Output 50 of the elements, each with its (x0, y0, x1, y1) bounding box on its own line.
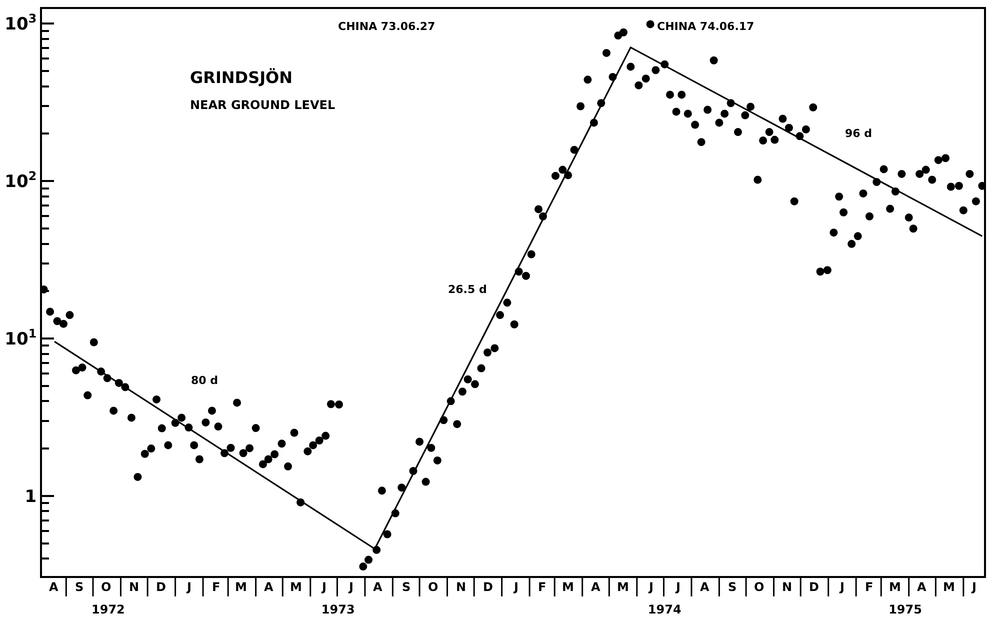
text: M (290, 580, 302, 594)
x-tick-label: 1972 (91, 602, 125, 616)
text: N (782, 580, 792, 594)
text: J (839, 580, 844, 594)
y-tick-label: 1 (24, 486, 37, 507)
text: J (348, 580, 354, 594)
text: J (675, 580, 680, 594)
text: M (235, 580, 247, 594)
text: J (186, 580, 192, 594)
text: A (591, 580, 601, 594)
annotation: CHINA 74.06.17 (657, 20, 754, 33)
text: S (75, 580, 84, 594)
text: N (456, 580, 466, 594)
y-tick-label: 10$^{1}$ (4, 326, 37, 350)
text: GRINDSJÖN (190, 68, 293, 87)
annotation: 96 d (845, 127, 872, 140)
x-tick-label: 1974 (648, 602, 682, 616)
annotation: CHINA 73.06.27 (338, 20, 436, 33)
text: A (264, 580, 274, 594)
text: A (373, 580, 383, 594)
text: M (943, 580, 955, 594)
text: O (428, 580, 438, 594)
text: S (402, 580, 411, 594)
text: S (728, 580, 737, 594)
y-tick-label: 10$^{2}$ (4, 168, 37, 192)
text: N (129, 580, 140, 594)
text: J (513, 580, 518, 594)
text: J (971, 580, 976, 594)
text: M (562, 580, 574, 594)
text: M (617, 580, 629, 594)
text: A (917, 580, 927, 594)
text: F (865, 580, 874, 594)
text: O (101, 580, 112, 594)
text: D (483, 580, 493, 594)
text: A (49, 580, 59, 594)
text: M (889, 580, 901, 594)
text: J (648, 580, 654, 594)
annotation: 80 d (191, 374, 218, 387)
text: D (809, 580, 819, 594)
text: D (156, 580, 166, 594)
text: O (754, 580, 764, 594)
text: NEAR GROUND LEVEL (190, 98, 336, 112)
annotation: 26.5 d (448, 283, 487, 296)
text: A (700, 580, 710, 594)
x-tick-label: 1973 (321, 602, 355, 616)
text: J (321, 580, 326, 594)
text: F (212, 580, 220, 594)
text: F (538, 580, 546, 594)
y-tick-label: 10$^{3}$ (4, 12, 37, 35)
x-tick-label: 1975 (888, 602, 922, 616)
